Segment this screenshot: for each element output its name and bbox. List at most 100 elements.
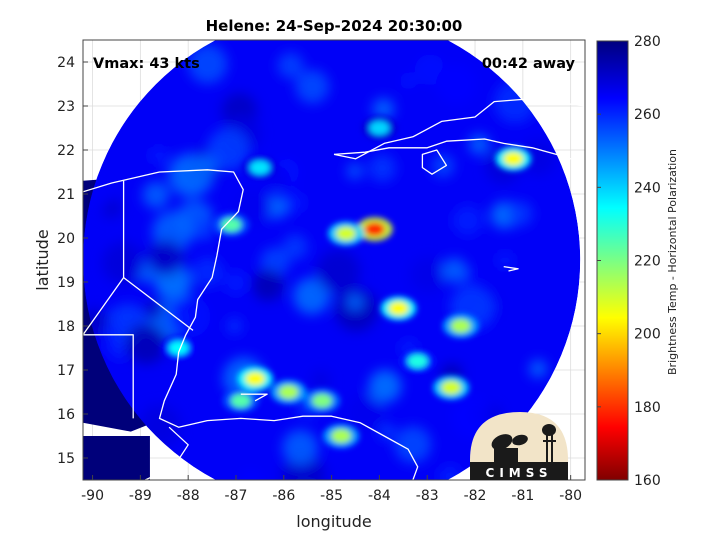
y-tick-label-3: 18 (57, 319, 75, 335)
y-axis-label: latitude (33, 229, 52, 290)
x-axis-label: longitude (296, 512, 371, 531)
border-quintana-roo (123, 277, 194, 331)
y-tick-label-1: 16 (57, 407, 75, 423)
cb-tick-label-4: 240 (634, 180, 661, 196)
swath-cell-62 (295, 69, 330, 104)
swath-cell-55 (468, 134, 490, 155)
y-tick-label-8: 23 (57, 99, 75, 115)
y-tick-label-7: 22 (57, 143, 75, 159)
x-tick-label-1: -89 (129, 488, 152, 504)
swath-cell-39 (169, 295, 211, 338)
swath-cell-78 (223, 270, 249, 296)
y-tick-label-9: 24 (57, 55, 75, 71)
swath-cell-15 (452, 205, 483, 236)
swath-cell-70 (142, 181, 170, 209)
swath-cell-8 (438, 465, 462, 480)
hotspot-core-10 (503, 151, 524, 166)
cb-tick-label-6: 280 (634, 34, 661, 50)
y-tick-label-0: 15 (57, 451, 75, 467)
x-tick-label-5: -85 (320, 488, 343, 504)
coastlines (83, 98, 585, 480)
swath-cell-57 (293, 277, 330, 315)
y-tick-label-2: 17 (57, 363, 75, 379)
coastline-roatan (240, 393, 268, 402)
cb-tick-label-2: 200 (634, 327, 661, 343)
coastline-isla-juventud (421, 149, 448, 175)
swath-cell-74 (102, 322, 122, 341)
y-tick-label-6: 21 (57, 187, 75, 203)
cimss-logo: CIMSS (470, 412, 568, 480)
vmax-annotation: Vmax: 43 kts (93, 56, 200, 72)
swath-cell-89 (441, 257, 467, 283)
x-tick-label-8: -82 (464, 488, 487, 504)
hotspot-core-13 (369, 121, 390, 135)
swath-cell-23 (168, 153, 212, 198)
chart-title: Helene: 24-Sep-2024 20:30:00 (206, 17, 463, 35)
swath-cell-87 (207, 128, 250, 171)
swath-cell-80 (149, 146, 168, 165)
swath-hotspots (160, 116, 532, 448)
x-tick-label-10: -80 (559, 488, 582, 504)
swath-cell-20 (282, 234, 309, 261)
swath-cell-56 (192, 256, 223, 288)
hotspot-core-4 (245, 371, 266, 386)
swath-cell-17 (311, 370, 331, 391)
colorbar-ticks: 160 180 200 220 240 260 280 (597, 34, 661, 489)
swath-cell-77 (399, 72, 418, 90)
logo-band (470, 462, 568, 480)
x-axis-ticks: -90 -89 -88 -87 -86 -85 -84 -83 -82 -81 -80 (81, 475, 582, 504)
x-tick-label-7: -83 (416, 488, 439, 504)
hotspot-core-9 (441, 380, 462, 395)
hotspot-core-11 (221, 217, 242, 232)
swath-cell-22 (293, 489, 319, 515)
swath-cell-45 (252, 269, 284, 301)
swath-cell-26 (410, 257, 446, 293)
swath-cell-64 (372, 98, 395, 120)
swath-cell-83 (125, 323, 167, 365)
swath-cell-54 (368, 154, 397, 182)
swath-cell-38 (368, 369, 402, 403)
swath-texture (83, 44, 556, 515)
time-away-annotation: 00:42 away (482, 56, 576, 72)
colorbar: 160 180 200 220 240 260 280 Brightness Temp - … (596, 34, 679, 489)
x-tick-label-0: -90 (81, 488, 104, 504)
swath-cell-81 (497, 252, 514, 269)
coastline-mainland (83, 169, 419, 480)
cb-tick-label-3: 220 (634, 254, 661, 270)
x-tick-label-4: -86 (272, 488, 295, 504)
hotspot-core-1 (335, 226, 356, 241)
hotspot-core-12 (168, 341, 189, 355)
hotspot-core-0 (364, 222, 385, 237)
swath-cell-75 (431, 154, 455, 178)
swath-cell-27 (188, 44, 228, 84)
cb-tick-label-5: 260 (634, 107, 661, 123)
plot-area (82, 39, 586, 515)
swath-cell-36 (277, 52, 304, 79)
swath-cell-52 (394, 426, 432, 463)
swath-cell-19 (521, 140, 556, 175)
hotspot-core-7 (312, 393, 333, 408)
swath-cell-53 (237, 469, 265, 480)
swath-cell-58 (144, 300, 164, 320)
logo-tower-icon (542, 424, 556, 462)
hotspot-core-15 (407, 354, 428, 369)
colorbar-gradient (597, 41, 628, 480)
x-tick-label-2: -88 (177, 488, 200, 504)
logo-dish-icon (491, 434, 528, 462)
hotspot-core-5 (230, 393, 251, 408)
swath-cell-84 (316, 249, 361, 294)
swath-cell-68 (282, 429, 319, 466)
y-tick-label-5: 20 (57, 231, 75, 247)
swath-cell-88 (236, 188, 272, 225)
swath-cell-18 (282, 454, 326, 480)
coastline-cuba-south (333, 138, 585, 164)
x-tick-label-6: -84 (368, 488, 391, 504)
y-axis-ticks: 15 16 17 18 19 20 21 22 23 24 (57, 55, 88, 467)
hotspot-core-6 (278, 385, 299, 399)
swath-cell-37 (529, 359, 548, 378)
hotspot-core-14 (249, 160, 270, 175)
y-tick-label-4: 19 (57, 275, 75, 291)
swath-cell-61 (192, 218, 216, 242)
x-tick-label-9: -81 (511, 488, 534, 504)
